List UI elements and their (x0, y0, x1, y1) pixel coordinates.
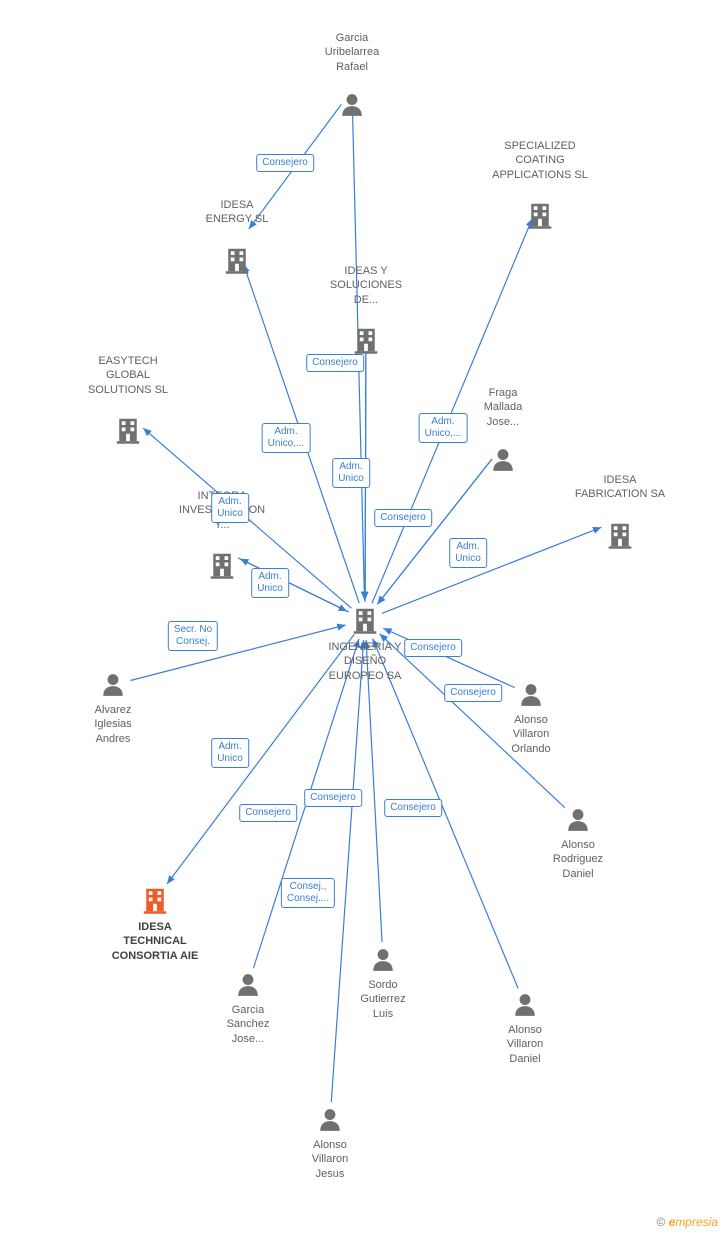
node-label: Alonso Villaron Jesus (280, 1138, 380, 1181)
node-ideas_soluciones[interactable]: IDEAS Y SOLUCIONES DE... (316, 264, 416, 360)
node-alonso_rodriguez[interactable]: Alonso Rodriguez Daniel (528, 807, 628, 881)
node-alonso_villaron_daniel[interactable]: Alonso Villaron Daniel (475, 992, 575, 1066)
building-icon (222, 245, 252, 275)
node-label: IDEAS Y SOLUCIONES DE... (316, 264, 416, 307)
edge-label: Secr. No Consej. (168, 621, 218, 651)
edge-label: Consejero (404, 639, 462, 657)
node-label: Alonso Rodriguez Daniel (528, 838, 628, 881)
edge-label: Consej., Consej.... (281, 878, 335, 908)
person-icon (339, 92, 365, 118)
edge-line (366, 640, 382, 942)
person-icon (490, 447, 516, 473)
edge-label: Consejero (444, 684, 502, 702)
edge-label: Adm. Unico,... (262, 423, 311, 453)
edge-label: Adm. Unico (251, 568, 289, 598)
node-label: Alonso Villaron Orlando (481, 713, 581, 756)
node-easytech[interactable]: EASYTECH GLOBAL SOLUTIONS SL (78, 354, 178, 450)
node-label: IDESA FABRICATION SA (570, 473, 670, 502)
edge-line (331, 640, 363, 1102)
node-idesa_fabrication[interactable]: IDESA FABRICATION SA (570, 473, 670, 555)
building-icon (140, 885, 170, 915)
node-label: Alonso Villaron Daniel (475, 1023, 575, 1066)
node-label: Garcia Uribelarrea Rafael (302, 31, 402, 74)
building-icon (113, 415, 143, 445)
edge-label: Adm. Unico (211, 738, 249, 768)
node-specialized_coating[interactable]: SPECIALIZED COATING APPLICATIONS SL (490, 139, 590, 235)
footer-copyright: © empresia (656, 1215, 718, 1229)
edge-label: Adm. Unico (332, 458, 370, 488)
building-icon (351, 325, 381, 355)
edge-label: Adm. Unico (449, 538, 487, 568)
node-label: IDESA ENERGY SL (187, 198, 287, 227)
building-icon (605, 520, 635, 550)
building-icon (525, 200, 555, 230)
node-sordo_gutierrez[interactable]: Sordo Gutierrez Luis (333, 947, 433, 1021)
node-label: Fraga Mallada Jose... (453, 386, 553, 429)
edge-label: Consejero (256, 154, 314, 172)
edge-label: Consejero (304, 789, 362, 807)
node-label: Alvarez Iglesias Andres (63, 703, 163, 746)
edge-label: Consejero (374, 509, 432, 527)
person-icon (565, 807, 591, 833)
node-garcia_uribelarrea[interactable]: Garcia Uribelarrea Rafael (302, 31, 402, 123)
node-label: Garcia Sanchez Jose... (198, 1003, 298, 1046)
person-icon (370, 947, 396, 973)
edge-label: Adm. Unico,... (419, 413, 468, 443)
edge-line (377, 459, 491, 604)
node-idesa_technical[interactable]: IDESA TECHNICAL CONSORTIA AIE (105, 885, 205, 963)
edge-label: Consejero (239, 804, 297, 822)
node-label: Sordo Gutierrez Luis (333, 978, 433, 1021)
node-garcia_sanchez[interactable]: Garcia Sanchez Jose... (198, 972, 298, 1046)
edge-line (377, 459, 491, 604)
person-icon (100, 672, 126, 698)
node-label: EASYTECH GLOBAL SOLUTIONS SL (78, 354, 178, 397)
node-alvarez_iglesias[interactable]: Alvarez Iglesias Andres (63, 672, 163, 746)
node-alonso_villaron_jesus[interactable]: Alonso Villaron Jesus (280, 1107, 380, 1181)
node-idesa_energy[interactable]: IDESA ENERGY SL (187, 198, 287, 280)
edge-label: Consejero (384, 799, 442, 817)
person-icon (512, 992, 538, 1018)
edge-label: Consejero (306, 354, 364, 372)
person-icon (518, 682, 544, 708)
edge-label: Adm. Unico (211, 493, 249, 523)
node-label: SPECIALIZED COATING APPLICATIONS SL (490, 139, 590, 182)
node-fraga_mallada[interactable]: Fraga Mallada Jose... (453, 386, 553, 478)
building-icon (350, 605, 380, 635)
building-icon (207, 550, 237, 580)
edge-line (382, 527, 602, 613)
person-icon (235, 972, 261, 998)
node-ingenieria[interactable]: INGENIERIA Y DISEÑO EUROPEO SA (315, 605, 415, 683)
person-icon (317, 1107, 343, 1133)
node-label: IDESA TECHNICAL CONSORTIA AIE (105, 920, 205, 963)
node-label: INGENIERIA Y DISEÑO EUROPEO SA (315, 640, 415, 683)
